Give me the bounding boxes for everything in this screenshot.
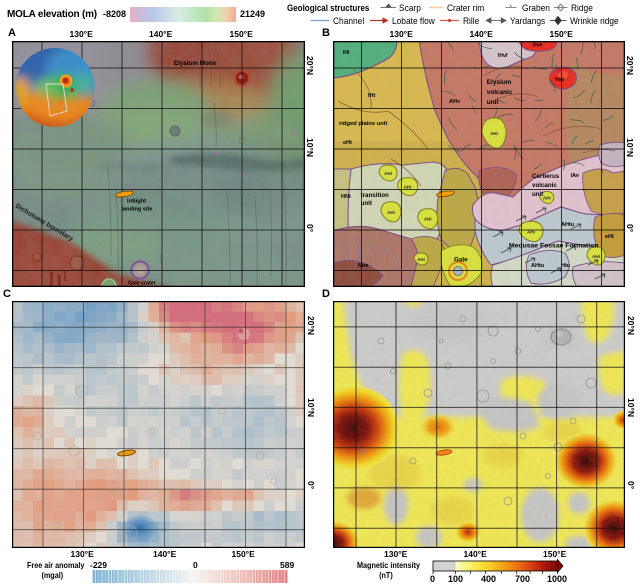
svg-text:eHt: eHt bbox=[605, 234, 614, 240]
svg-text:Nhe: Nhe bbox=[358, 263, 368, 269]
svg-text:lHt: lHt bbox=[368, 93, 376, 99]
svg-text:ridged plains unit: ridged plains unit bbox=[339, 121, 387, 127]
svg-text:unit: unit bbox=[532, 191, 543, 198]
svg-text:AHv: AHv bbox=[449, 99, 461, 105]
svg-text:Gale crater: Gale crater bbox=[128, 281, 156, 287]
svg-text:lHvf: lHvf bbox=[498, 53, 508, 59]
svg-text:Medusae Fossae Formation: Medusae Fossae Formation bbox=[509, 243, 599, 250]
svg-text:unit: unit bbox=[487, 99, 500, 106]
svg-text:Cerberus: Cerberus bbox=[532, 173, 560, 180]
svg-text:volcanic: volcanic bbox=[532, 182, 557, 189]
svg-text:lHl: lHl bbox=[343, 50, 350, 56]
svg-text:Elysium Mons: Elysium Mons bbox=[174, 60, 217, 67]
svg-text:Elysium: Elysium bbox=[487, 79, 512, 86]
svg-text:Gale: Gale bbox=[454, 257, 468, 264]
svg-text:volcanic: volcanic bbox=[487, 89, 513, 96]
svg-text:HNt: HNt bbox=[341, 194, 351, 200]
svg-text:eHt: eHt bbox=[343, 140, 352, 146]
svg-text:InSight: InSight bbox=[127, 199, 146, 205]
svg-text:transition: transition bbox=[361, 192, 389, 199]
svg-text:Hve: Hve bbox=[555, 77, 564, 83]
svg-text:AHtu: AHtu bbox=[531, 263, 544, 269]
svg-text:unit: unit bbox=[361, 200, 372, 207]
svg-text:lAv: lAv bbox=[571, 173, 580, 179]
svg-text:Htu: Htu bbox=[561, 263, 570, 269]
svg-text:Hve: Hve bbox=[533, 43, 542, 49]
svg-text:landing site: landing site bbox=[121, 207, 152, 213]
svg-text:AHtu: AHtu bbox=[561, 222, 574, 228]
